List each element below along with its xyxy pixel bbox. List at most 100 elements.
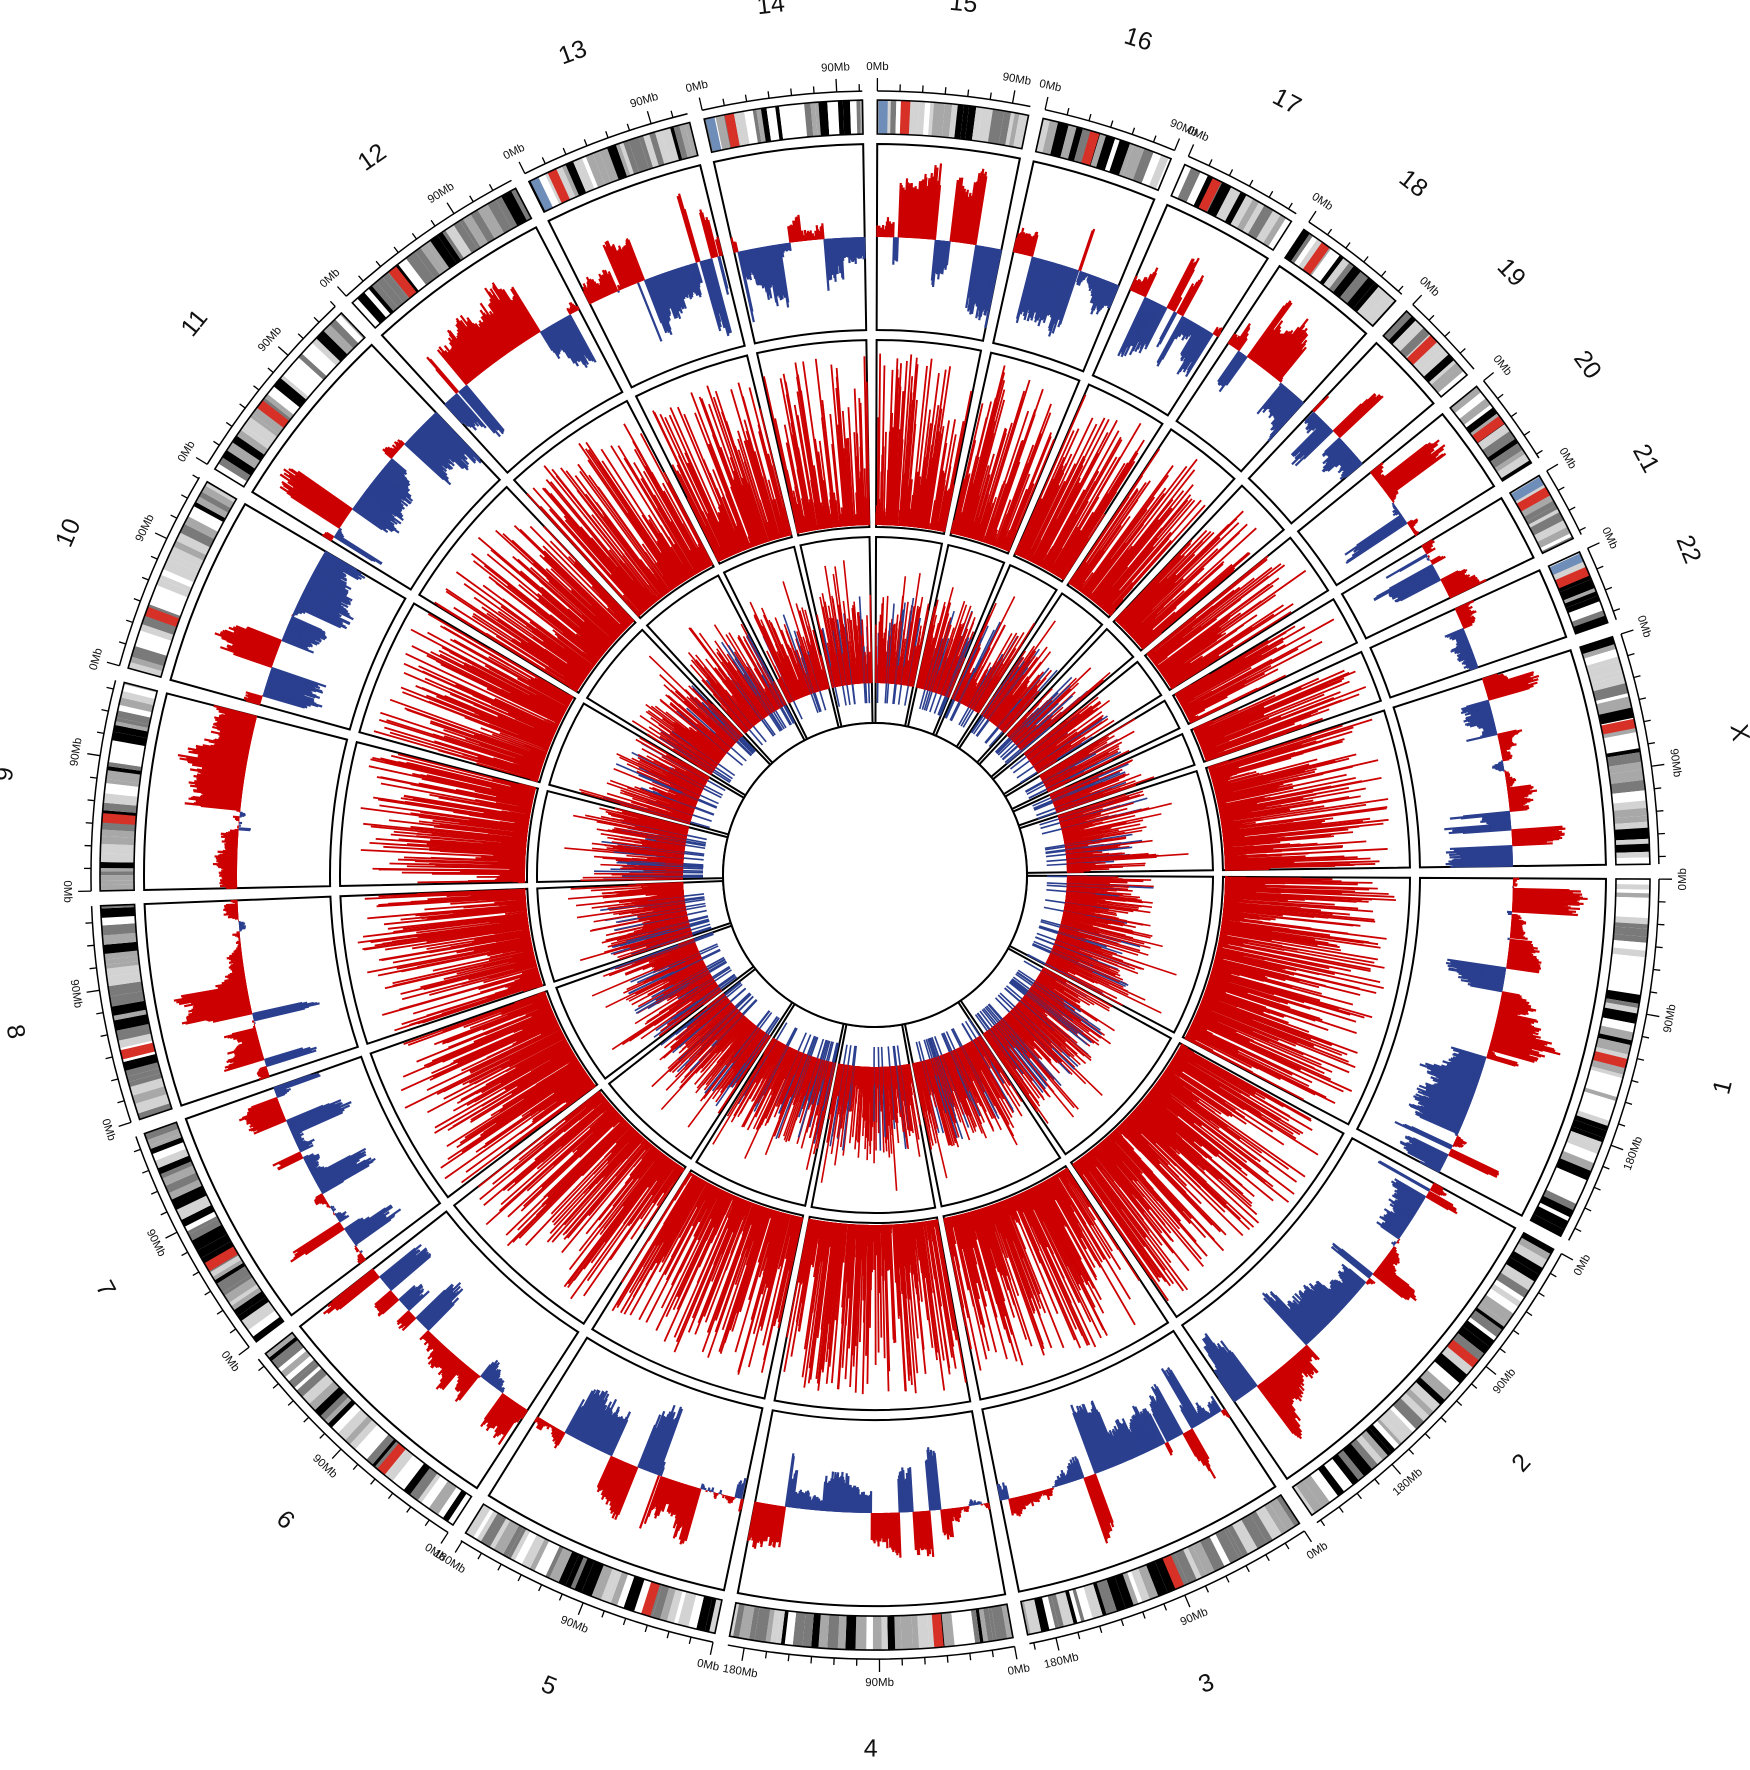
- minor-tick: [1163, 1603, 1168, 1611]
- cytoband: [1451, 1332, 1485, 1362]
- cytoband: [837, 1615, 847, 1650]
- cytoband: [1008, 112, 1020, 148]
- tick-label: 90Mb: [1179, 1606, 1210, 1628]
- major-tick: [336, 286, 347, 297]
- stalk-band: [878, 100, 888, 135]
- cytoband: [954, 104, 965, 139]
- centromere: [1302, 241, 1330, 276]
- ideogram-outline: [143, 1121, 285, 1343]
- cnv-bar: [329, 1205, 334, 1209]
- ideogram-chr-17: [1170, 163, 1293, 252]
- cytoband: [1127, 1570, 1143, 1604]
- cytoband: [600, 1568, 618, 1602]
- minor-tick: [313, 316, 320, 323]
- cytoband: [1539, 1195, 1574, 1218]
- minor-tick: [1471, 1383, 1478, 1389]
- minor-tick: [1345, 242, 1351, 249]
- cytoband: [1562, 1142, 1598, 1164]
- tick-label: 0Mb: [61, 880, 73, 903]
- minor-tick: [267, 367, 274, 373]
- major-tick: [1044, 96, 1049, 110]
- cytoband: [922, 101, 931, 136]
- cytoband: [1513, 1243, 1548, 1269]
- cytoband: [1042, 120, 1059, 155]
- cytoband: [117, 704, 153, 718]
- cytoband: [339, 312, 365, 340]
- cytoband: [128, 661, 163, 678]
- major-tick: [1610, 1144, 1624, 1151]
- cytoband: [201, 1241, 235, 1266]
- cytoband: [964, 1609, 976, 1645]
- cytoband: [100, 829, 136, 838]
- minor-tick: [225, 421, 233, 427]
- cytoband: [660, 127, 680, 163]
- minor-tick: [1633, 675, 1641, 679]
- minor-tick: [229, 1328, 237, 1334]
- cytoband: [1114, 1573, 1134, 1609]
- minor-tick: [87, 799, 95, 802]
- cytoband: [1242, 202, 1265, 235]
- cytoband: [1608, 761, 1643, 775]
- cytoband: [112, 1009, 148, 1021]
- cytoband: [1589, 669, 1624, 684]
- cnv-bar: [354, 1245, 357, 1248]
- cytoband: [1611, 953, 1646, 964]
- ideogram-chr-16: [1034, 117, 1173, 192]
- cytoband: [649, 131, 665, 167]
- cytoband: [222, 1274, 253, 1296]
- cytoband: [298, 353, 327, 381]
- cytoband: [1566, 1134, 1602, 1155]
- cytoband: [344, 1415, 373, 1445]
- cytoband: [814, 102, 821, 137]
- centromere: [144, 606, 180, 628]
- major-tick: [1013, 1646, 1018, 1660]
- centromere: [1600, 718, 1636, 735]
- cytoband: [1399, 327, 1430, 358]
- cytoband: [1611, 947, 1647, 958]
- cytoband: [1614, 906, 1650, 919]
- cytoband: [201, 485, 235, 509]
- centromere: [547, 168, 571, 204]
- axis-line: [257, 1358, 449, 1534]
- cytoband: [447, 1493, 472, 1526]
- cytoband: [1612, 939, 1648, 951]
- major-tick: [646, 111, 652, 124]
- minor-tick: [1320, 1519, 1326, 1527]
- ideogram-chr-11: [213, 311, 366, 488]
- cytoband: [222, 450, 256, 476]
- axis-line: [460, 1539, 714, 1643]
- tick-label: 90Mb: [144, 1228, 168, 1259]
- cytoband: [137, 1103, 172, 1120]
- minor-tick: [106, 686, 114, 690]
- cytoband: [1517, 1237, 1551, 1261]
- tick-label: 0Mb: [1038, 78, 1062, 95]
- cytoband: [125, 1062, 160, 1077]
- cytoband: [226, 442, 261, 469]
- ideogram-outline: [127, 480, 238, 679]
- cnv-bar: [1279, 379, 1283, 383]
- cytoband: [1023, 1598, 1042, 1635]
- cytoband: [414, 247, 441, 279]
- cnv-bar: [1509, 936, 1528, 940]
- axis-line: [1029, 1530, 1305, 1645]
- cnv-bar: [273, 1073, 312, 1090]
- minor-tick: [258, 1365, 265, 1372]
- cytoband: [175, 532, 211, 556]
- cytoband: [971, 106, 983, 142]
- cnv-bar: [1486, 1055, 1516, 1067]
- minor-tick: [767, 91, 770, 99]
- ideogram-outline: [1170, 163, 1293, 252]
- cytoband: [1467, 1317, 1497, 1341]
- cytoband: [633, 1579, 652, 1614]
- cytoband: [978, 1608, 989, 1643]
- cytoband: [1540, 533, 1573, 552]
- minor-tick: [1642, 1035, 1650, 1039]
- cytoband: [1520, 494, 1554, 517]
- minor-tick: [1356, 1492, 1362, 1500]
- cytoband: [754, 1606, 771, 1643]
- cytoband: [117, 1033, 153, 1049]
- minor-tick: [622, 1618, 627, 1626]
- cytoband: [1209, 1533, 1231, 1567]
- major-tick: [1308, 210, 1317, 223]
- cytoband: [561, 164, 580, 198]
